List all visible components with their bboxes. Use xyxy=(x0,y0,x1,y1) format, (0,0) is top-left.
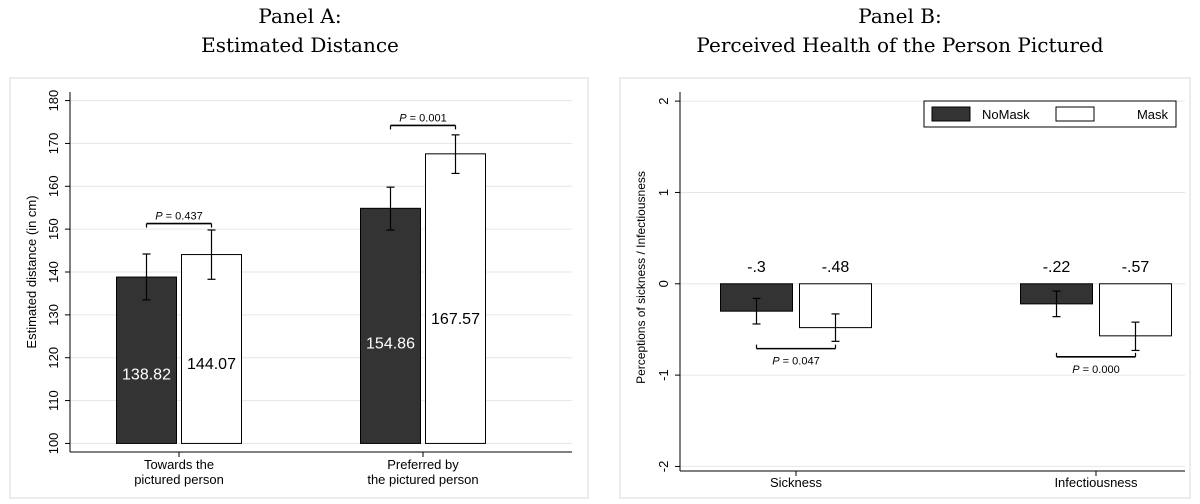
panel-b-p-value: P = 0.000 xyxy=(1072,364,1119,376)
panel-b-legend-swatch-mask xyxy=(1055,106,1095,122)
panel-b-label: Panel B: xyxy=(858,4,942,28)
panel-b-subtitle: Perceived Health of the Person Pictured xyxy=(696,33,1104,57)
panel-a-category-label: Preferred by xyxy=(387,457,459,472)
panel-b-ytick-label: 2 xyxy=(656,98,671,105)
panel-a-p-value: P = 0.437 xyxy=(155,211,202,223)
panel-a-ytick-label: 160 xyxy=(46,175,61,197)
panel-a-value-label: 154.86 xyxy=(366,335,415,352)
panel-b-p-value: P = 0.047 xyxy=(772,356,819,368)
panel-a-bar-nomask xyxy=(116,276,177,444)
panel-a-ytick-label: 180 xyxy=(46,90,61,112)
panel-b-legend-label: NoMask xyxy=(982,107,1030,122)
panel-b-category-label: Infectiousness xyxy=(1054,475,1138,490)
panel-b-p-text: = 0.047 xyxy=(780,356,820,368)
panel-a-ytick-label: 150 xyxy=(46,218,61,240)
panel-a-category-label: pictured person xyxy=(134,472,224,487)
panel-a-ytick-label: 100 xyxy=(46,433,61,455)
panel-a-subtitle: Estimated Distance xyxy=(201,33,399,57)
panel-a-ylabel: Estimated distance (in cm) xyxy=(24,195,39,348)
panel-a-ytick-label: 120 xyxy=(46,347,61,369)
panel-a-category-label: the pictured person xyxy=(367,472,478,487)
panel-a-p-text: = 0.001 xyxy=(407,112,447,124)
panel-b-ytick-label: 1 xyxy=(656,189,671,196)
panel-b-ylabel: Perceptions of sickness / Infectiousness xyxy=(634,171,648,384)
panel-b-value-label: -.57 xyxy=(1122,259,1150,276)
panel-a-ytick-label: 130 xyxy=(46,304,61,326)
panel-a-bar-nomask xyxy=(360,207,421,444)
panel-a-p-value: P = 0.001 xyxy=(399,112,446,124)
panel-b-legend-swatch-nomask xyxy=(931,106,971,122)
panel-a-p-symbol: P xyxy=(155,211,163,223)
panel-b-legend-label: Mask xyxy=(1137,107,1169,122)
panel-a-ytick-label: 140 xyxy=(46,261,61,283)
panel-a-ytick-label: 110 xyxy=(46,390,61,411)
panel-a-value-label: 144.07 xyxy=(187,356,236,373)
panel-a-title: Panel A: Estimated Distance xyxy=(0,2,600,60)
panel-b-ytick-label: 0 xyxy=(656,280,671,287)
panel-a-category-label: Towards the xyxy=(144,457,214,472)
panel-b-category-label: Sickness xyxy=(770,475,823,490)
panel-a-ytick-label: 170 xyxy=(46,133,61,155)
panel-a-bar-mask xyxy=(425,153,486,444)
panel-a-p-symbol: P xyxy=(399,112,407,124)
panel-b-frame xyxy=(619,77,1191,499)
panel-b-value-label: -.22 xyxy=(1043,259,1071,276)
panel-b-p-text: = 0.000 xyxy=(1080,364,1120,376)
panel-b-p-symbol: P xyxy=(772,356,780,368)
panel-b-value-label: -.3 xyxy=(747,259,766,276)
panel-a-p-text: = 0.437 xyxy=(163,211,203,223)
panel-b-ytick-label: -1 xyxy=(656,369,671,381)
panel-a-bar-mask xyxy=(181,254,242,444)
panel-b-title: Panel B: Perceived Health of the Person … xyxy=(600,2,1200,60)
panel-a-value-label: 167.57 xyxy=(431,311,480,328)
panel-a-value-label: 138.82 xyxy=(122,366,171,383)
panel-b-p-symbol: P xyxy=(1072,364,1080,376)
panel-a-frame xyxy=(9,77,589,499)
panel-b-ytick-label: -2 xyxy=(656,461,671,473)
panel-b-value-label: -.48 xyxy=(822,259,850,276)
panel-a-label: Panel A: xyxy=(258,4,342,28)
